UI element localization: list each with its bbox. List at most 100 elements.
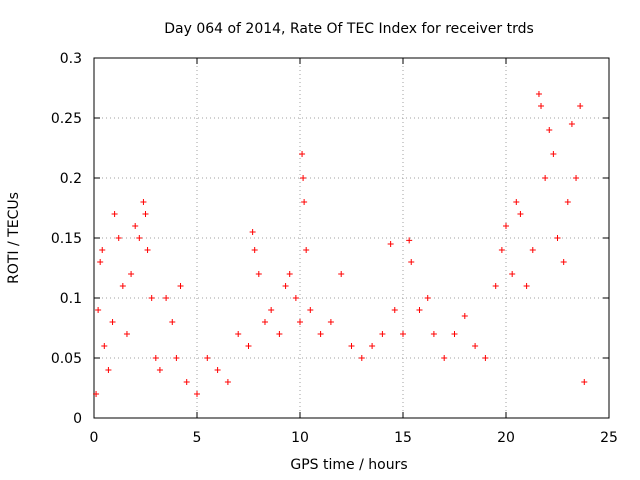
- data-point: [194, 391, 200, 397]
- data-marks: [93, 91, 588, 397]
- data-point: [249, 229, 256, 235]
- data-point: [123, 331, 130, 337]
- data-point: [317, 331, 324, 337]
- data-point: [292, 295, 299, 301]
- data-point: [568, 121, 575, 127]
- data-point: [173, 355, 180, 361]
- data-point: [542, 175, 549, 181]
- data-point: [255, 271, 262, 277]
- data-point: [538, 103, 545, 109]
- data-point: [101, 343, 108, 349]
- data-point: [550, 151, 557, 157]
- data-point: [358, 355, 365, 361]
- data-point: [144, 247, 151, 253]
- plot-frame: [93, 57, 610, 419]
- x-tick-label: 10: [291, 430, 309, 446]
- x-axis-label: GPS time / hours: [290, 457, 407, 473]
- x-tick-label: 0: [90, 430, 99, 446]
- data-point: [261, 319, 268, 325]
- data-point: [99, 247, 106, 253]
- y-tick-label: 0: [73, 411, 82, 427]
- data-point: [472, 343, 479, 349]
- data-point: [379, 331, 386, 337]
- data-point: [128, 271, 135, 277]
- data-point: [97, 259, 104, 265]
- data-point: [523, 283, 530, 289]
- data-point: [577, 103, 584, 109]
- data-point: [148, 295, 155, 301]
- data-point: [369, 343, 376, 349]
- data-point: [105, 367, 112, 373]
- data-point: [300, 175, 307, 181]
- data-point: [387, 241, 394, 247]
- data-point: [406, 237, 413, 244]
- y-tick-label: 0.1: [60, 291, 82, 307]
- data-point: [115, 235, 122, 241]
- data-point: [482, 355, 489, 361]
- axis-ticks: [93, 57, 610, 419]
- data-point: [307, 307, 314, 313]
- data-point: [503, 223, 509, 229]
- data-point: [564, 199, 571, 205]
- data-point: [509, 271, 516, 277]
- data-point: [224, 379, 231, 385]
- data-point: [416, 307, 423, 313]
- data-point: [276, 331, 283, 337]
- data-point: [400, 331, 406, 337]
- data-point: [408, 259, 415, 265]
- data-point: [282, 283, 289, 289]
- data-point: [132, 223, 139, 229]
- x-tick-label: 25: [600, 430, 618, 446]
- x-tick-label: 5: [193, 430, 202, 446]
- x-tick-label: 15: [394, 430, 412, 446]
- data-point: [214, 367, 221, 373]
- data-point: [109, 319, 116, 325]
- data-point: [492, 283, 499, 289]
- data-point: [235, 331, 242, 337]
- data-point: [535, 91, 542, 97]
- data-point: [430, 331, 437, 337]
- data-point: [546, 127, 553, 133]
- data-point: [338, 271, 345, 277]
- data-point: [156, 367, 163, 373]
- data-point: [183, 379, 190, 385]
- data-point: [268, 307, 275, 313]
- data-point: [517, 211, 524, 217]
- x-tick-label: 20: [497, 430, 515, 446]
- y-tick-label: 0.3: [60, 51, 82, 67]
- data-point: [303, 247, 310, 253]
- data-point: [142, 211, 149, 217]
- data-point: [301, 199, 308, 205]
- data-point: [169, 319, 176, 325]
- data-point: [93, 391, 100, 397]
- tick-labels: 0 5 10 15 20 25 0 0.05 0.1 0.15 0.2 0.25 0.3: [51, 51, 618, 446]
- data-point: [297, 319, 303, 325]
- data-point: [286, 271, 293, 277]
- data-point: [554, 235, 561, 241]
- data-point: [529, 247, 536, 253]
- y-tick-label: 0.2: [60, 171, 82, 187]
- data-point: [119, 283, 126, 289]
- data-point: [327, 319, 334, 325]
- data-point: [573, 175, 580, 181]
- data-point: [136, 235, 143, 241]
- data-point: [140, 199, 147, 205]
- grid: [94, 58, 609, 418]
- data-point: [461, 313, 468, 319]
- y-axis-label: ROTI / TECUs: [6, 192, 22, 284]
- chart-title: Day 064 of 2014, Rate Of TEC Index for r…: [164, 21, 534, 37]
- data-point: [513, 199, 520, 205]
- data-point: [163, 295, 170, 301]
- data-point: [177, 283, 184, 289]
- data-point: [204, 355, 211, 361]
- data-point: [560, 259, 567, 265]
- data-point: [245, 343, 252, 349]
- data-point: [581, 379, 588, 385]
- data-point: [441, 355, 448, 361]
- data-point: [111, 211, 118, 217]
- data-point: [348, 343, 355, 349]
- data-point: [391, 307, 398, 313]
- data-point: [251, 247, 258, 253]
- data-point: [424, 295, 431, 301]
